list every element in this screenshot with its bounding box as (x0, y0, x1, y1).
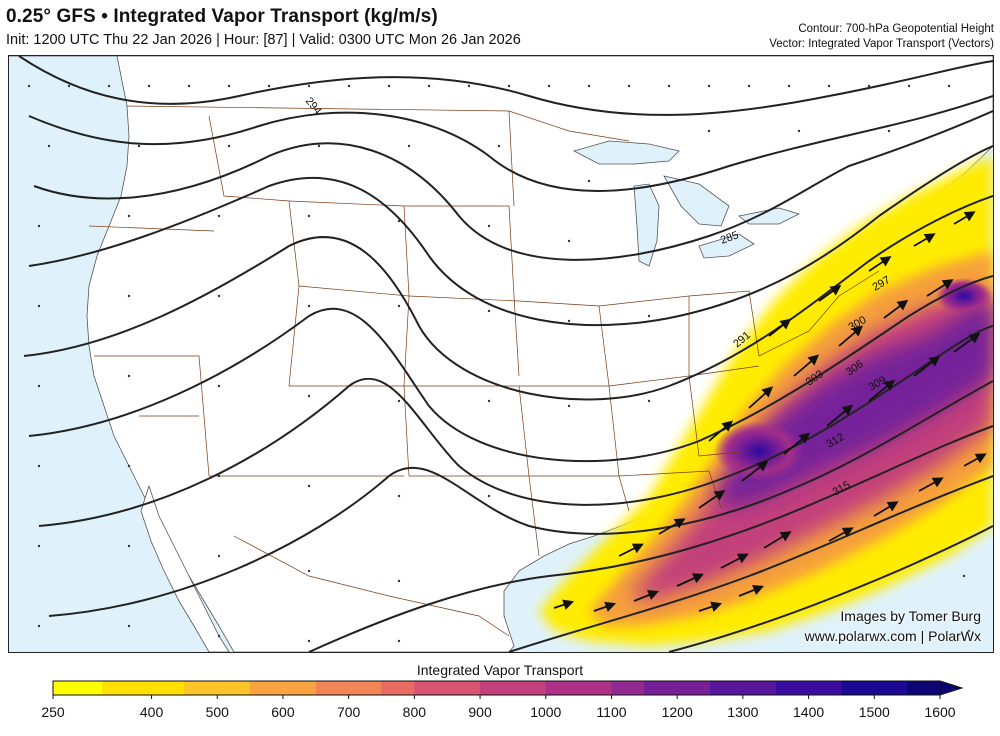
colorbar-segment (102, 681, 153, 695)
colorbar-tick-label: 1300 (727, 704, 759, 720)
vector-note: Vector: Integrated Vapor Transport (Vect… (769, 38, 994, 50)
colorbar-segment (217, 681, 251, 695)
colorbar-tick-label: 1200 (661, 704, 693, 720)
credit-line-1: Images by Tomer Burg (840, 608, 981, 624)
colorbar-segment (250, 681, 284, 695)
colorbar-segment (742, 681, 777, 695)
height-contours (18, 56, 993, 652)
ivt-max-core (714, 421, 804, 481)
colorbar-title: Integrated Vapor Transport (416, 662, 584, 678)
colorbar-segment (184, 681, 218, 695)
colorbar-segment (611, 681, 645, 695)
colorbar-tick-label: 1600 (924, 704, 956, 720)
colorbar-tick-label: 600 (271, 704, 295, 720)
colorbar-segment (447, 681, 481, 695)
political-borders (88, 105, 880, 637)
colorbar-tick-label: 400 (139, 704, 164, 720)
contour-label-285: 285 (719, 229, 740, 247)
ivt-vectors (553, 211, 987, 612)
colorbar-segment (348, 681, 383, 695)
colorbar-segment (874, 681, 908, 695)
colorbar-segment (512, 681, 547, 695)
colorbar-segment (545, 681, 580, 695)
colorbar-segment (480, 681, 514, 695)
colorbar (52, 680, 964, 699)
colorbar-outline (52, 680, 941, 696)
colorbar-tick-label: 500 (205, 704, 229, 720)
colorbar-tick-label: 700 (336, 704, 361, 720)
colorbar-tick-label: 1500 (858, 704, 890, 720)
colorbar-tick-label: 1400 (793, 704, 825, 720)
colorbar-tick-label: 1000 (530, 704, 562, 720)
header-legend-notes: Contour: 700-hPa Geopotential Height Vec… (769, 22, 994, 52)
colorbar-segment (53, 681, 103, 695)
contour-note: Contour: 700-hPa Geopotential Height (798, 23, 994, 35)
map-canvas: 294 285 291 297 300 303 306 309 312 315 (9, 56, 993, 652)
colorbar-segment (414, 681, 448, 695)
colorbar-segment (315, 681, 350, 695)
header-subtitle: Init: 1200 UTC Thu 22 Jan 2026 | Hour: [… (6, 32, 521, 48)
colorbar-tick-label: 1100 (596, 704, 627, 720)
credit-line-2: www.polarwx.com | PolarWx (804, 628, 981, 644)
great-lakes (572, 140, 801, 267)
colorbar-segment (151, 681, 185, 695)
colorbar-segment (677, 681, 711, 695)
colorbar-segment (381, 681, 415, 695)
colorbar-segment (282, 681, 317, 695)
colorbar-tick-label: 900 (468, 704, 492, 720)
colorbar-segment (644, 681, 678, 695)
header-title: 0.25° GFS • Integrated Vapor Transport (… (6, 6, 438, 27)
colorbar-segment (808, 681, 842, 695)
map-frame: 294 285 291 297 300 303 306 309 312 315 (8, 55, 994, 653)
colorbar-segment (710, 681, 744, 695)
ivt-shading (539, 156, 993, 646)
colorbar-segment (907, 681, 941, 695)
colorbar-tick-label: 250 (41, 704, 65, 720)
colorbar-segment (775, 681, 810, 695)
land-baja (140, 484, 230, 652)
colorbar-tick-label: 800 (402, 704, 427, 720)
vector-dots (27, 84, 971, 643)
colorbar-extend-arrow (939, 680, 964, 696)
colorbar-segment (841, 681, 875, 695)
colorbar-segment (578, 681, 612, 695)
